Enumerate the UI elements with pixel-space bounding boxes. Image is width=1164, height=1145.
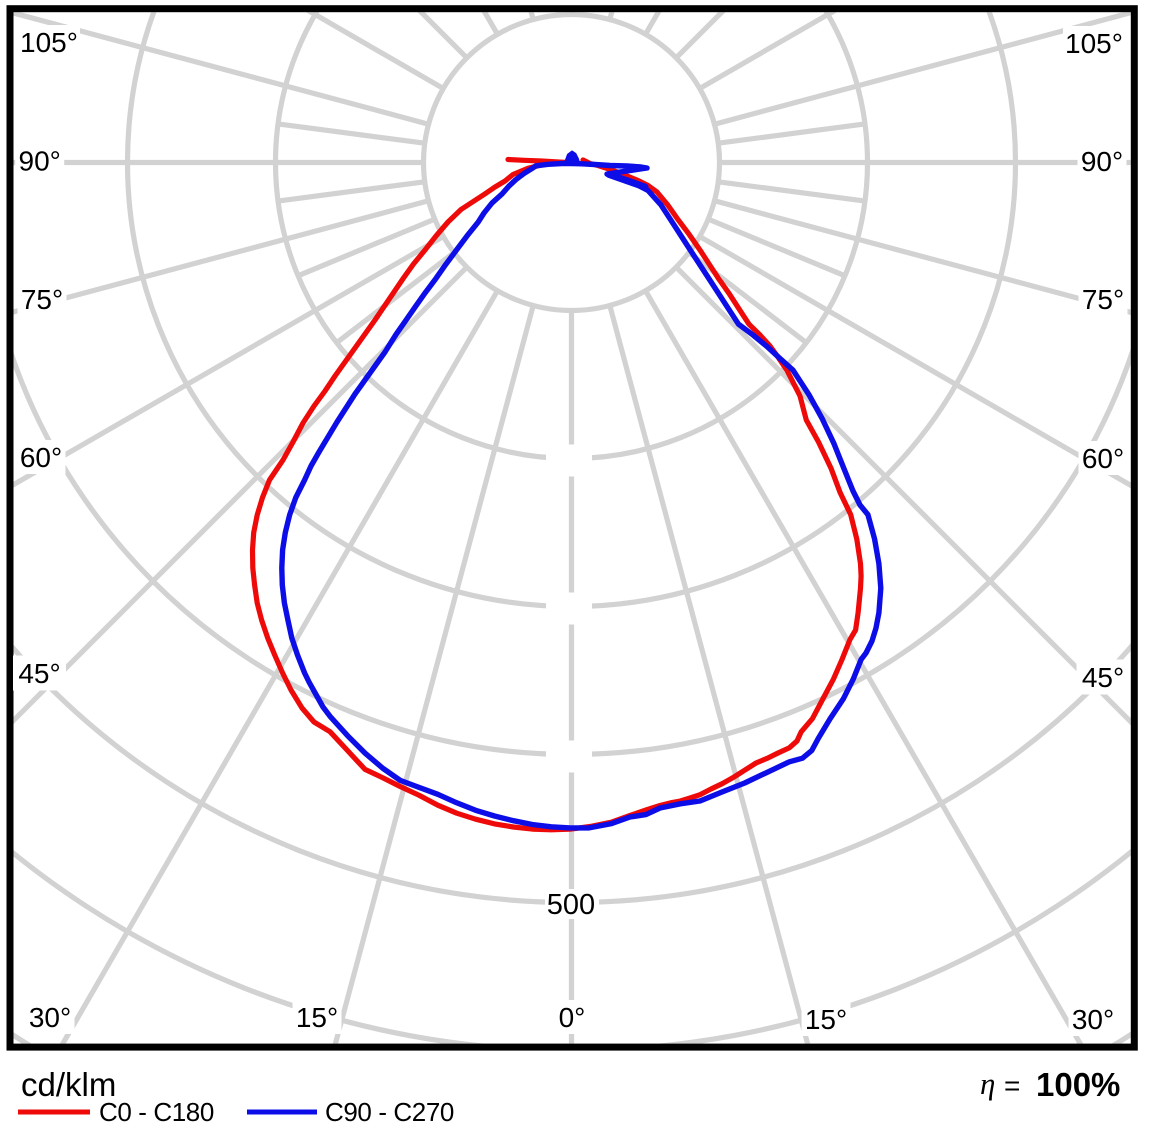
svg-text:60°: 60°: [20, 442, 62, 473]
svg-text:15°: 15°: [296, 1002, 338, 1033]
svg-text:75°: 75°: [1082, 284, 1124, 315]
svg-text:0°: 0°: [559, 1002, 586, 1033]
svg-text:105°: 105°: [20, 27, 78, 58]
svg-text:=: =: [1004, 1070, 1020, 1101]
svg-text:90°: 90°: [19, 145, 61, 176]
svg-text:90°: 90°: [1081, 146, 1123, 177]
svg-text:30°: 30°: [29, 1002, 71, 1033]
svg-text:500: 500: [547, 889, 595, 921]
svg-text:60°: 60°: [1082, 443, 1124, 474]
svg-text:100%: 100%: [1036, 1066, 1120, 1103]
svg-text:45°: 45°: [1082, 662, 1124, 693]
svg-text:C0 - C180: C0 - C180: [99, 1097, 214, 1127]
svg-text:30°: 30°: [1072, 1004, 1114, 1035]
svg-text:15°: 15°: [805, 1004, 847, 1035]
svg-text:75°: 75°: [21, 284, 63, 315]
svg-text:45°: 45°: [18, 658, 60, 689]
svg-text:η: η: [980, 1066, 995, 1101]
svg-text:105°: 105°: [1065, 28, 1123, 59]
svg-text:C90 - C270: C90 - C270: [325, 1097, 454, 1127]
